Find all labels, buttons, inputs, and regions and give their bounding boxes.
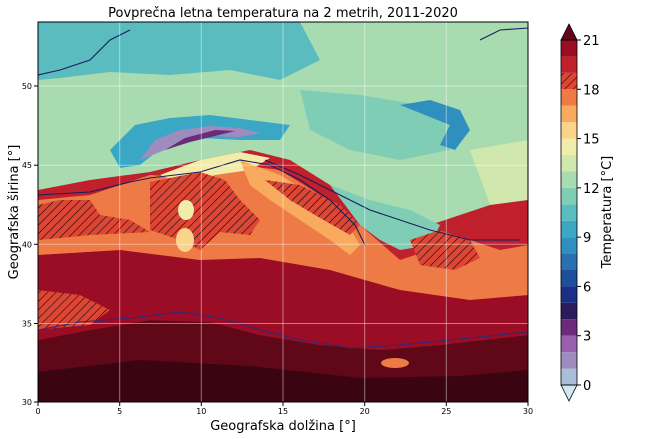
colorbar-tick-label: 3 <box>583 330 591 345</box>
colorbar-hatched-segment <box>561 72 577 90</box>
sardinia-island <box>176 228 194 252</box>
colorbar-tick-label: 21 <box>583 34 600 49</box>
colorbar-segment <box>561 253 577 270</box>
colorbar-extend-min <box>560 384 578 402</box>
x-tick-label: 10 <box>196 407 206 416</box>
colorbar-segment <box>561 286 577 303</box>
hatched-hot-area-tyrrhenian-pattern <box>150 172 260 250</box>
colorbar-segment <box>561 171 577 188</box>
north-africa-dark-region <box>38 360 528 402</box>
x-tick-label: 30 <box>523 407 533 416</box>
alps-coldest-peak <box>165 130 235 150</box>
coastline-africa <box>38 311 528 349</box>
x-tick-label: 0 <box>35 407 40 416</box>
colorbar-tick-label: 6 <box>583 280 591 295</box>
colorbar: 0 3 6 9 12 15 18 21 <box>560 23 600 402</box>
alps-cold-ridge <box>140 126 260 160</box>
hatched-hot-area-adriatic-pattern <box>265 180 360 235</box>
colorbar-segment <box>561 56 577 73</box>
colorbar-label: Temperatura [°C] <box>600 156 615 269</box>
colorbar-segment <box>561 105 577 123</box>
colorbar-segment <box>561 187 577 205</box>
hatched-hot-area-aegean-pattern <box>410 230 480 270</box>
colorbar-segment <box>561 220 577 238</box>
colorbar-segment <box>561 40 577 57</box>
y-tick-label: 45 <box>22 161 32 170</box>
colorbar-extend-max <box>560 23 578 41</box>
x-tick-label: 20 <box>360 407 370 416</box>
x-tick-label: 25 <box>441 407 451 416</box>
colorbar-segment <box>561 368 577 385</box>
y-axis-label: Geografska širina [°] <box>7 145 22 280</box>
hatched-hot-area-north-africa-pattern <box>38 290 110 330</box>
y-tick-label: 35 <box>22 320 32 329</box>
colorbar-segment <box>561 319 577 336</box>
colorbar-tick-label: 18 <box>583 83 600 98</box>
colorbar-tick-label: 12 <box>583 182 600 197</box>
northern-cool-patch <box>38 22 320 80</box>
east-europe-yellow-patch <box>470 140 528 205</box>
x-axis-label: Geografska dolžina [°] <box>210 419 356 434</box>
colorbar-tick-label: 9 <box>583 231 591 246</box>
colorbar-tick-label: 15 <box>583 133 600 148</box>
colorbar-segment <box>561 270 577 287</box>
x-tick-label: 5 <box>117 407 122 416</box>
colorbar-tick-label: 0 <box>583 379 591 394</box>
alps-cool-region <box>110 115 290 168</box>
colorbar-segment <box>561 237 577 254</box>
grid-lines <box>38 22 528 402</box>
colorbar-segment <box>561 352 577 369</box>
coastline <box>38 159 520 246</box>
y-tick-label: 30 <box>22 398 32 407</box>
colorbar-segment <box>561 122 577 139</box>
colorbar-segment <box>561 204 577 221</box>
balkans-cool-region <box>330 185 440 250</box>
carpathians-blue-patch <box>400 100 470 150</box>
hatched-hot-area-spain-pattern <box>38 200 150 240</box>
x-tick-label: 15 <box>278 407 288 416</box>
coastline-north <box>38 27 528 76</box>
colorbar-segment <box>561 89 577 106</box>
colorbar-frame <box>560 39 578 386</box>
y-axis: 30 35 40 45 50 Geografska širina [°] <box>7 82 38 407</box>
y-tick-label: 50 <box>22 82 32 91</box>
colorbar-segment <box>561 302 577 320</box>
chart-title: Povprečna letna temperatura na 2 metrih,… <box>108 6 458 21</box>
temperature-map <box>38 22 528 402</box>
corsica-island <box>178 200 194 220</box>
colorbar-segment <box>561 155 577 172</box>
colorbar-segment <box>561 138 577 155</box>
colorbar-segment <box>561 335 577 353</box>
x-axis: 0 5 10 15 20 25 30 Geografska dolžina [°… <box>35 402 533 434</box>
crete-island <box>381 358 409 368</box>
sea-warm-band <box>38 250 528 350</box>
y-tick-label: 40 <box>22 240 32 249</box>
